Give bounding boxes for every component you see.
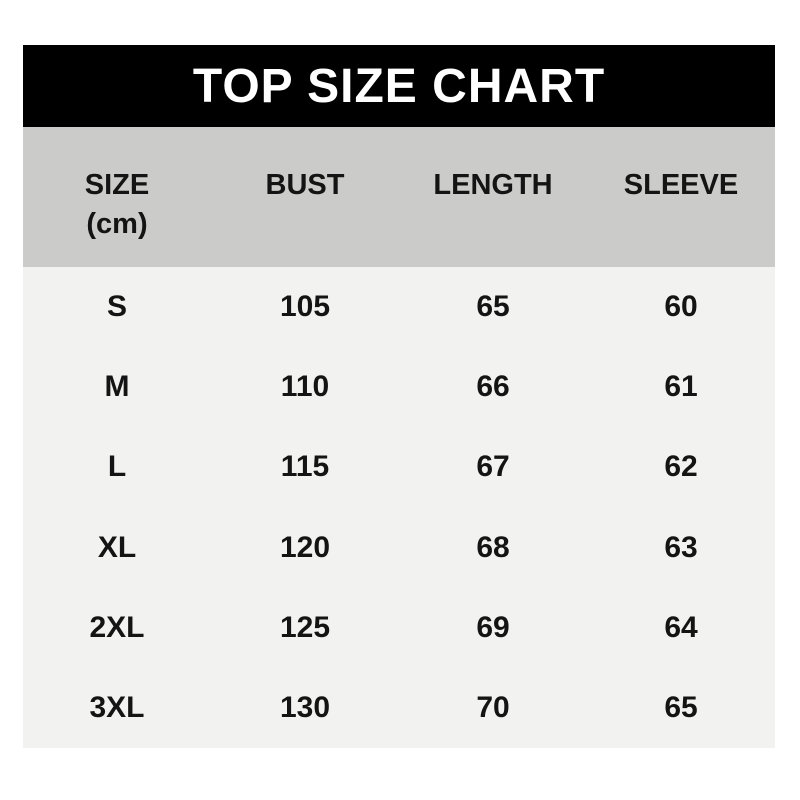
column-header-bust-label: BUST: [265, 169, 345, 201]
cell-bust: 130: [279, 690, 331, 724]
cell-bust: 125: [279, 610, 331, 644]
table-row: 2XL 125 69 64: [23, 588, 775, 668]
table-row: 3XL 130 70 65: [23, 668, 775, 748]
column-header-size: SIZE (cm): [23, 127, 211, 267]
cell-sleeve: 63: [664, 530, 698, 564]
column-header-sleeve: SLEEVE: [587, 127, 775, 267]
table-row: M 110 66 61: [23, 347, 775, 427]
cell-bust: 120: [279, 530, 331, 564]
cell-length: 70: [476, 690, 510, 724]
cell-bust: 105: [279, 290, 331, 324]
column-header-length-label: LENGTH: [433, 169, 553, 201]
table-row: XL 120 68 63: [23, 508, 775, 588]
cell-sleeve: 65: [664, 690, 698, 724]
column-header-size-label: SIZE: [84, 169, 150, 201]
cell-length: 65: [476, 290, 510, 324]
chart-title: TOP SIZE CHART: [192, 59, 606, 113]
cell-size: S: [106, 290, 127, 324]
table-body: S 105 65 60 M 110 66 61 L 115 67 62 XL 1…: [23, 267, 775, 748]
cell-sleeve: 60: [664, 290, 698, 324]
cell-length: 68: [476, 530, 510, 564]
table-row: L 115 67 62: [23, 427, 775, 507]
cell-size: M: [104, 370, 130, 404]
cell-size: L: [107, 450, 127, 484]
cell-sleeve: 64: [664, 610, 698, 644]
table-row: S 105 65 60: [23, 267, 775, 347]
cell-length: 66: [476, 370, 510, 404]
cell-size: 3XL: [89, 690, 145, 724]
column-header-sleeve-label: SLEEVE: [623, 169, 739, 201]
cell-sleeve: 61: [664, 370, 698, 404]
cell-bust: 115: [280, 450, 330, 484]
column-header-size-unit: (cm): [86, 208, 148, 240]
cell-length: 69: [476, 610, 510, 644]
column-header-length: LENGTH: [399, 127, 587, 267]
chart-title-banner: TOP SIZE CHART: [23, 45, 775, 127]
table-header-row: SIZE (cm) BUST LENGTH SLEEVE: [23, 127, 775, 267]
column-header-bust: BUST: [211, 127, 399, 267]
size-chart-table: TOP SIZE CHART SIZE (cm) BUST LENGTH SLE…: [23, 45, 775, 748]
cell-bust: 110: [280, 370, 330, 404]
cell-size: 2XL: [89, 610, 145, 644]
cell-length: 67: [476, 450, 510, 484]
cell-sleeve: 62: [664, 450, 698, 484]
cell-size: XL: [97, 530, 137, 564]
